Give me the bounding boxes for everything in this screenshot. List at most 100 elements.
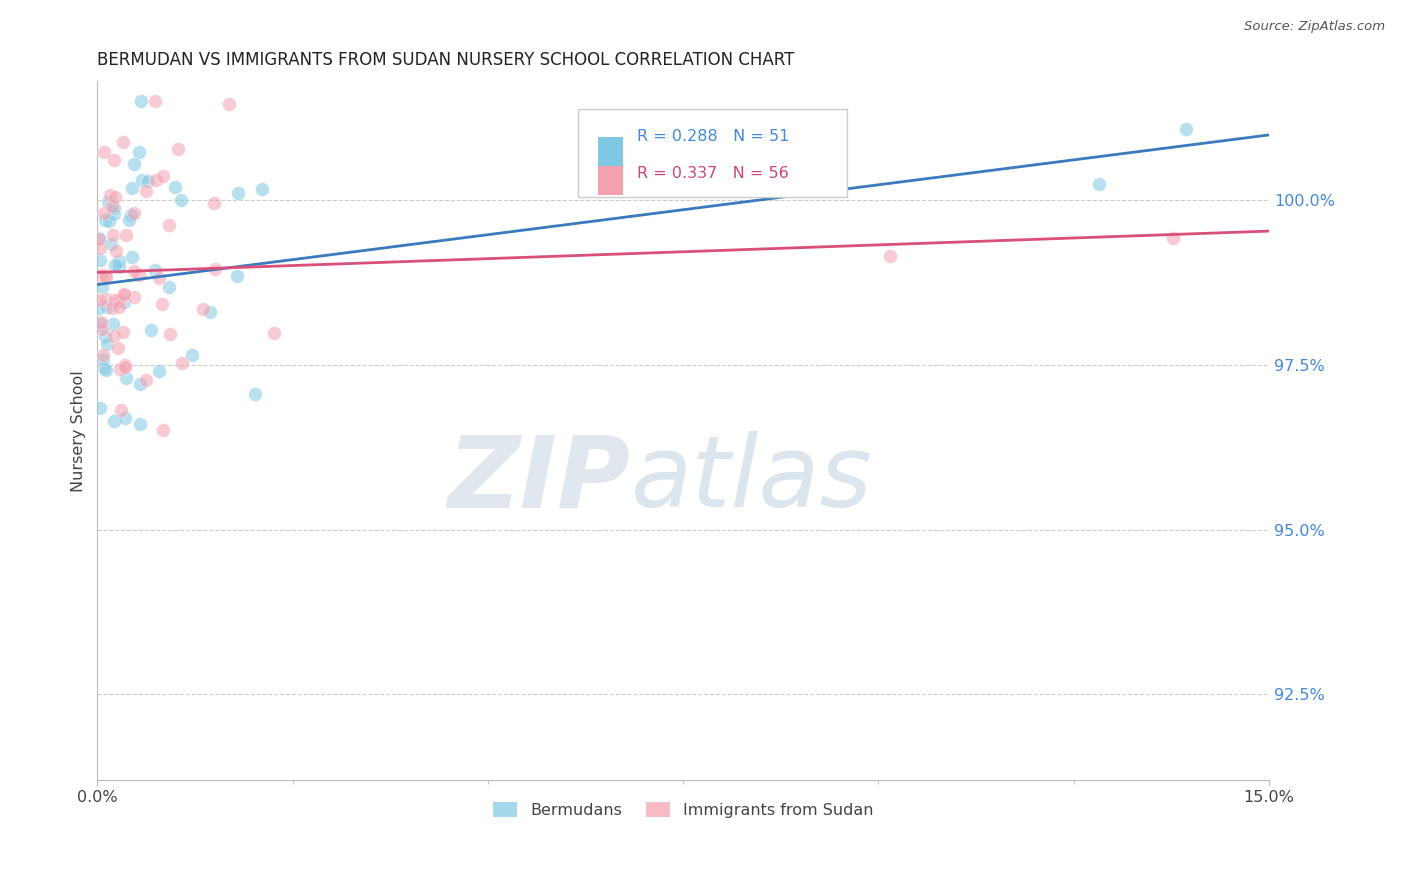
Point xyxy=(129,417,152,431)
Point xyxy=(107,300,129,314)
Point xyxy=(96,300,118,314)
Point xyxy=(202,196,225,211)
Text: R = 0.288   N = 51: R = 0.288 N = 51 xyxy=(637,129,790,145)
Point xyxy=(204,261,226,276)
Point xyxy=(89,268,111,282)
Point xyxy=(94,213,117,227)
Point xyxy=(121,250,143,264)
Text: Source: ZipAtlas.com: Source: ZipAtlas.com xyxy=(1244,20,1385,33)
Point xyxy=(245,387,267,401)
Point xyxy=(120,208,142,222)
Point xyxy=(124,156,146,170)
Point xyxy=(263,326,285,340)
Point xyxy=(104,258,127,272)
Bar xyxy=(598,136,623,166)
Point xyxy=(114,411,136,425)
Point xyxy=(150,297,173,311)
Point xyxy=(135,184,157,198)
Legend: Bermudans, Immigrants from Sudan: Bermudans, Immigrants from Sudan xyxy=(486,796,879,824)
Point xyxy=(94,268,117,282)
Point xyxy=(87,231,110,245)
Point xyxy=(104,293,127,308)
Point xyxy=(114,358,136,372)
Point xyxy=(103,153,125,167)
Point xyxy=(100,301,122,315)
Point xyxy=(94,270,117,285)
Point xyxy=(148,271,170,285)
Point xyxy=(87,301,110,316)
Point xyxy=(103,207,125,221)
Point xyxy=(122,206,145,220)
Point xyxy=(250,182,273,196)
Y-axis label: Nursery School: Nursery School xyxy=(72,370,86,491)
Point xyxy=(100,236,122,251)
Point xyxy=(108,260,131,275)
Point xyxy=(101,199,124,213)
Point xyxy=(97,214,120,228)
Point xyxy=(89,241,111,255)
Point xyxy=(103,329,125,343)
Point xyxy=(91,280,114,294)
Point xyxy=(114,227,136,242)
Point xyxy=(112,287,135,301)
Point xyxy=(1087,177,1109,191)
Point xyxy=(93,206,115,220)
Point xyxy=(129,376,152,391)
Point xyxy=(136,173,159,187)
Point xyxy=(103,201,125,215)
Text: R = 0.337   N = 56: R = 0.337 N = 56 xyxy=(637,166,789,180)
Point xyxy=(89,318,111,332)
Point xyxy=(107,293,129,307)
Point xyxy=(124,290,146,304)
Point xyxy=(157,279,180,293)
Point xyxy=(89,401,111,416)
Point xyxy=(121,181,143,195)
Point xyxy=(89,293,111,307)
Point xyxy=(228,186,250,200)
Point xyxy=(118,212,141,227)
Point xyxy=(218,96,240,111)
Point xyxy=(103,414,125,428)
Point xyxy=(124,264,146,278)
Point xyxy=(89,252,111,267)
Point xyxy=(115,370,138,384)
Text: BERMUDAN VS IMMIGRANTS FROM SUDAN NURSERY SCHOOL CORRELATION CHART: BERMUDAN VS IMMIGRANTS FROM SUDAN NURSER… xyxy=(97,51,794,69)
Point xyxy=(110,402,132,417)
Point xyxy=(191,301,214,316)
Point xyxy=(879,250,901,264)
Point xyxy=(143,263,166,277)
Point xyxy=(93,351,115,366)
Point xyxy=(148,363,170,377)
Point xyxy=(128,268,150,282)
Point xyxy=(104,190,127,204)
Point xyxy=(159,327,181,342)
Point xyxy=(107,341,129,355)
Point xyxy=(134,373,156,387)
Point xyxy=(143,94,166,108)
Point xyxy=(145,173,167,187)
Point xyxy=(112,294,135,309)
Point xyxy=(180,348,202,362)
Point xyxy=(131,172,153,186)
Point xyxy=(114,360,136,375)
Text: atlas: atlas xyxy=(630,431,872,528)
Point xyxy=(128,145,150,159)
Point xyxy=(163,180,186,194)
Point xyxy=(94,363,117,377)
FancyBboxPatch shape xyxy=(578,110,848,196)
Point xyxy=(101,228,124,243)
Point xyxy=(198,305,221,319)
Point xyxy=(90,315,112,329)
Point xyxy=(104,244,127,259)
Point xyxy=(96,336,118,351)
Point xyxy=(93,361,115,376)
Point xyxy=(152,169,174,184)
Point xyxy=(167,142,190,156)
Point xyxy=(129,94,152,108)
Point xyxy=(1161,231,1184,245)
Point xyxy=(103,317,125,331)
Point xyxy=(93,145,115,160)
Point xyxy=(94,329,117,343)
Point xyxy=(1174,122,1197,136)
Point xyxy=(87,232,110,246)
